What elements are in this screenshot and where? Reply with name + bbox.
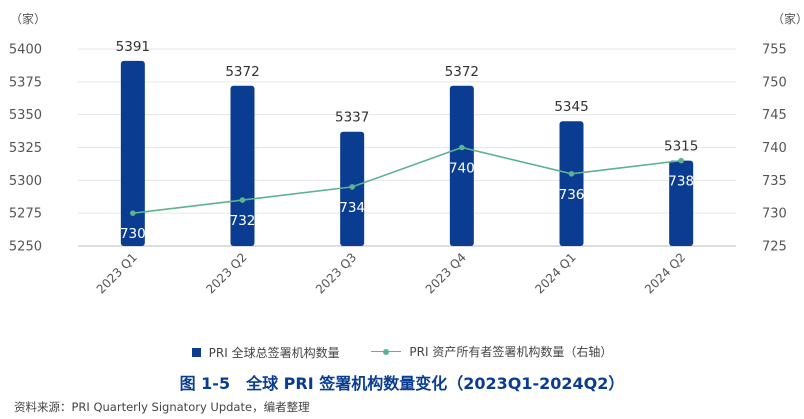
x-tick-label: 2024 Q1: [532, 250, 578, 296]
legend-line-swatch: [371, 347, 402, 357]
legend-bar-swatch: [191, 347, 201, 357]
bar-value-label: 5315: [664, 139, 698, 155]
bar-value-label: 5372: [445, 64, 479, 80]
left-tick-label: 5375: [9, 75, 42, 90]
bar: [449, 85, 474, 246]
legend-line-label: PRI 资产所有者签署机构数量（右轴）: [409, 345, 613, 359]
bar-value-label: 5345: [554, 99, 588, 115]
x-tick-label: 2023 Q1: [94, 250, 140, 296]
line-point: [568, 170, 575, 177]
bar: [559, 121, 584, 246]
line-value-label: 736: [559, 187, 585, 203]
bar-value-label: 5337: [335, 110, 369, 126]
legend-item-bar: PRI 全球总签署机构数量: [191, 344, 340, 361]
right-tick-label: 745: [762, 108, 787, 123]
right-tick-label: 750: [762, 75, 787, 90]
right-tick-label: 740: [762, 141, 787, 156]
right-tick-label: 735: [762, 174, 787, 189]
line-point: [678, 157, 684, 164]
left-tick-label: 5350: [9, 108, 42, 123]
left-tick-label: 5275: [9, 207, 42, 222]
left-tick-label: 5250: [9, 240, 42, 255]
figure-caption: 图 1-5 全球 PRI 签署机构数量变化（2023Q1-2024Q2）: [179, 374, 625, 393]
left-y-axis: 5250 5275 5300 5325 5350 5375 5400 （家）: [9, 11, 46, 255]
line-series: 730 732 734 740 736 738: [120, 144, 694, 242]
x-axis: 2023 Q1 2023 Q2 2023 Q3 2023 Q4 2024 Q1 2024 …: [94, 250, 689, 296]
left-tick-label: 5300: [9, 174, 42, 189]
bar-value-label: 5372: [225, 64, 259, 80]
x-tick-label: 2023 Q2: [203, 250, 249, 296]
bar: [120, 60, 145, 246]
bar: [669, 160, 694, 246]
bar-value-label: 5391: [116, 39, 150, 55]
line-point: [459, 144, 465, 151]
line-point: [130, 210, 136, 216]
gridlines: [78, 48, 736, 247]
right-tick-label: 755: [762, 43, 787, 58]
left-tick-label: 5400: [9, 43, 42, 58]
line-value-label: 734: [339, 200, 365, 216]
x-tick-label: 2024 Q2: [642, 250, 688, 296]
line-point: [349, 184, 355, 190]
bar-series: 5391 5372 5337 5372 5345 5315: [116, 39, 698, 246]
right-axis-unit: （家）: [772, 11, 804, 26]
legend-bar-label: PRI 全球总签署机构数量: [208, 345, 340, 360]
right-tick-label: 725: [762, 240, 787, 255]
line-point: [239, 197, 246, 203]
bar: [230, 85, 255, 246]
right-y-axis: 725 730 735 740 745 750 755 （家）: [762, 11, 804, 255]
line-value-label: 730: [120, 226, 146, 242]
line-path: [132, 146, 682, 214]
line-value-label: 732: [230, 213, 256, 229]
line-value-label: 738: [668, 174, 694, 190]
x-tick-label: 2023 Q4: [423, 250, 469, 296]
source-note: 资料来源：PRI Quarterly Signatory Update，编者整理: [14, 400, 310, 414]
left-tick-label: 5325: [9, 141, 42, 156]
legend-item-line: PRI 资产所有者签署机构数量（右轴）: [371, 343, 612, 360]
legend: PRI 全球总签署机构数量 PRI 资产所有者签署机构数量（右轴）: [0, 343, 804, 361]
left-axis-unit: （家）: [10, 11, 46, 26]
line-value-label: 740: [449, 161, 475, 177]
x-tick-label: 2023 Q3: [313, 250, 359, 296]
right-tick-label: 730: [762, 207, 787, 222]
